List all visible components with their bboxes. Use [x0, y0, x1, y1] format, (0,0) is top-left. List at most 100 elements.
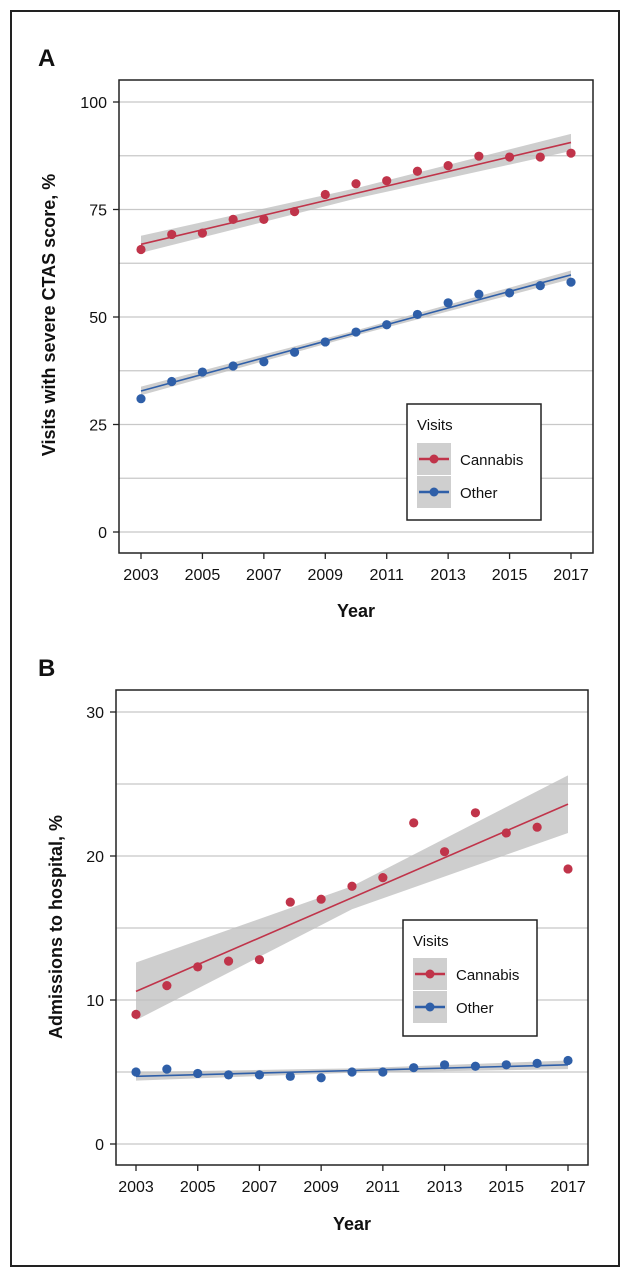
panel-a-point-other	[289, 347, 300, 357]
panel-a-point-cannabis	[320, 189, 330, 200]
panel-b-y-tick-label: 30	[86, 705, 104, 722]
panel-a-point-other	[197, 367, 208, 377]
panel-a-legend-key-dot-other	[429, 487, 439, 497]
panel-b-x-tick-label: 2017	[550, 1179, 586, 1196]
panel-a-point-cannabis	[382, 176, 392, 186]
panel-a-point-other	[228, 361, 238, 371]
panel-b-x-tick-label: 2003	[118, 1179, 154, 1196]
panel-a-legend-label-other: Other	[460, 485, 498, 502]
panel-a-y-tick-label: 0	[98, 525, 107, 542]
panel-b-point-other	[563, 1055, 573, 1066]
panel-b-point-other	[193, 1068, 203, 1079]
panel-b-point-other	[131, 1067, 141, 1077]
panel-a-point-other	[351, 327, 361, 337]
panel-b-legend-title: Visits	[413, 933, 449, 950]
panel-b-legend: Visits Cannabis Other	[402, 919, 538, 1037]
panel-b-point-cannabis	[470, 808, 481, 818]
panel-b-point-cannabis	[378, 873, 388, 883]
panel-a-point-cannabis	[228, 214, 238, 224]
panel-a-point-other	[412, 309, 423, 320]
panel-b-y-tick-label: 10	[86, 993, 104, 1010]
panel-b-point-other	[501, 1060, 511, 1070]
panel-a-point-other	[566, 277, 576, 287]
panel-a-x-tick-label: 2017	[553, 567, 589, 584]
panel-a: A Year Visits with severe CTAS score, % …	[38, 45, 594, 621]
panel-a-trend-line-cannabis	[140, 141, 572, 246]
panel-a-y-tick-label: 50	[89, 310, 107, 327]
panel-b-legend-key-dot-cannabis	[425, 969, 435, 979]
panel-b-point-other	[378, 1067, 388, 1077]
panel-a-point-other	[535, 281, 545, 291]
panel-a-point-cannabis	[535, 152, 545, 162]
panel-a-point-cannabis	[351, 179, 361, 189]
panel-b-legend-key-dot-other	[425, 1002, 435, 1012]
panel-a-point-cannabis	[474, 151, 484, 161]
panel-a-point-cannabis	[259, 214, 269, 224]
panel-b-x-tick-label: 2011	[366, 1179, 401, 1196]
panel-b-point-cannabis	[285, 897, 295, 907]
panel-a-x-tick-label: 2005	[185, 567, 221, 584]
figure-frame	[10, 10, 620, 1267]
panel-a-point-other	[504, 288, 515, 298]
panel-b-point-other	[162, 1064, 172, 1074]
panel-a-point-cannabis	[136, 244, 146, 255]
panel-a-legend: Visits Cannabis Other	[406, 403, 542, 521]
panel-b-point-cannabis	[532, 822, 542, 832]
panel-b-plot-frame	[115, 689, 589, 1166]
panel-b-point-other	[439, 1060, 450, 1070]
panel-a-point-cannabis	[197, 228, 208, 238]
panel-a-point-other	[259, 357, 269, 367]
panel-b-point-cannabis	[501, 828, 511, 838]
panel-b-x-axis-title: Year	[333, 1214, 371, 1234]
panel-b-point-cannabis	[131, 1009, 141, 1020]
panel-a-point-cannabis	[289, 207, 300, 217]
panel-a-point-other	[136, 394, 146, 404]
panel-a-x-tick-label: 2009	[307, 567, 343, 584]
panel-b-point-other	[470, 1061, 481, 1071]
panel-b-x-tick-label: 2015	[488, 1179, 524, 1196]
panel-a-point-other	[382, 320, 392, 330]
panel-b-point-cannabis	[316, 894, 326, 904]
panel-b-point-other	[409, 1063, 419, 1073]
panel-a-legend-label-cannabis: Cannabis	[460, 452, 523, 469]
panel-b-letter: B	[38, 655, 55, 682]
panel-a-letter: A	[38, 45, 55, 72]
panel-b-trend-line-cannabis	[135, 803, 569, 993]
panel-b-y-tick-label: 0	[95, 1137, 104, 1154]
panel-a-point-other	[167, 376, 177, 387]
panel-a-x-tick-label: 2007	[246, 567, 282, 584]
panel-a-x-tick-label: 2011	[370, 567, 405, 584]
panel-b-x-tick-label: 2009	[303, 1179, 339, 1196]
panel-b-point-cannabis	[254, 955, 265, 965]
panel-b-x-tick-label: 2005	[180, 1179, 216, 1196]
panel-a-x-tick-label: 2015	[492, 567, 528, 584]
panel-b-point-cannabis	[193, 962, 203, 972]
panel-b-point-other	[223, 1070, 234, 1080]
panel-b: B Year Admissions to hospital, % 2003 200…	[38, 655, 589, 1234]
panel-a-y-tick-label: 25	[89, 418, 107, 435]
panel-b-point-cannabis	[439, 847, 450, 857]
panel-a-point-other	[320, 337, 330, 347]
panel-b-point-cannabis	[347, 881, 357, 891]
panel-a-x-axis-title: Year	[337, 601, 375, 621]
panel-b-point-cannabis	[563, 864, 573, 874]
panel-b-point-cannabis	[162, 981, 172, 991]
panel-b-point-other	[532, 1058, 542, 1068]
panel-b-point-other	[316, 1073, 326, 1083]
panel-b-point-other	[285, 1071, 295, 1081]
panel-b-point-cannabis	[409, 818, 419, 828]
panel-b-x-tick-label: 2013	[427, 1179, 463, 1196]
panel-a-point-other	[474, 289, 484, 299]
panel-a-point-cannabis	[167, 229, 177, 240]
panel-a-point-other	[443, 298, 453, 308]
panel-a-legend-title: Visits	[417, 417, 453, 434]
panel-b-point-cannabis	[223, 956, 234, 966]
panel-b-legend-label-cannabis: Cannabis	[456, 967, 519, 984]
panel-b-point-other	[347, 1067, 357, 1077]
panel-a-y-axis-title: Visits with severe CTAS score, %	[39, 174, 59, 456]
panel-b-y-tick-label: 20	[86, 849, 104, 866]
panel-b-y-axis-title: Admissions to hospital, %	[46, 815, 66, 1039]
panel-a-x-tick-label: 2013	[430, 567, 466, 584]
panel-a-legend-key-dot-cannabis	[429, 454, 439, 464]
